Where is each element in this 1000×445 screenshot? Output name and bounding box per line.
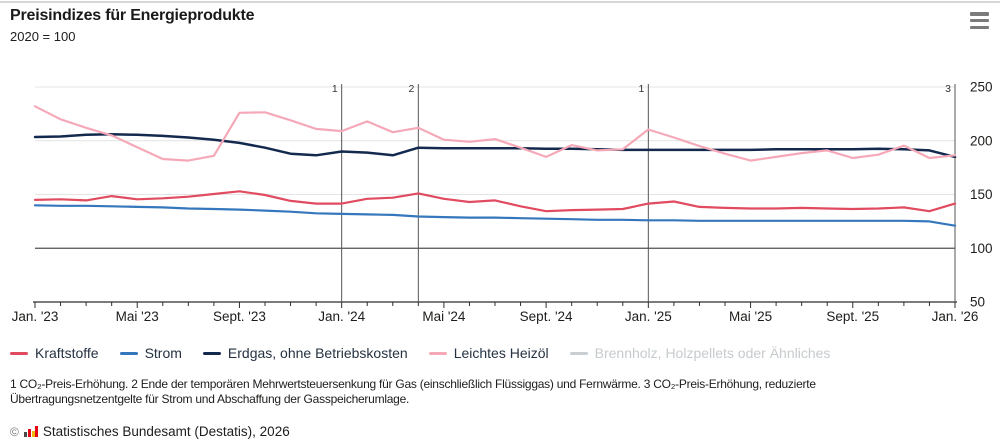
annotation-label-3: 3 (945, 83, 951, 95)
menu-bar (970, 25, 989, 29)
x-tick-label-jan-23: Jan. '23 (12, 309, 59, 324)
legend-swatch-erdgas-ohne-betriebskosten (202, 351, 221, 355)
y-tick-label-250: 250 (970, 80, 993, 95)
annotation-label-2: 2 (408, 83, 414, 95)
x-tick-label-mai-23: Mai '23 (116, 309, 159, 324)
page-subtitle: 2020 = 100 (10, 29, 76, 44)
destatis-bars-logo-icon (23, 425, 38, 438)
menu-bar (970, 18, 989, 23)
legend-label: Kraftstoffe (35, 345, 99, 361)
line-chart: 250 200 150 100 50 Jan. '23 Mai '23 Sept. '23 Ja… (12, 80, 993, 325)
menu-bar (970, 12, 989, 16)
x-tick-label-mai-25: Mai '25 (729, 309, 772, 324)
legend-item-erdgas-ohne-betriebskosten[interactable]: Erdgas, ohne Betriebskosten (202, 345, 408, 361)
copyright-symbol: © (10, 424, 19, 439)
x-tick-label-jan-26: Jan. '26 (932, 309, 979, 324)
legend-label: Leichtes Heizöl (453, 345, 549, 361)
series-line-leichtes-heiz-l[interactable] (33, 105, 957, 162)
x-tick-label-sept-23: Sept. '23 (213, 309, 266, 324)
y-tick-label-100: 100 (970, 241, 993, 256)
legend-label: Erdgas, ohne Betriebskosten (227, 345, 408, 361)
footnote-line-2: Übertragungsnetzentgelte für Strom und A… (10, 392, 410, 406)
legend-item-brennholz-holzpellets-oder-hnliches[interactable]: Brennholz, Holzpellets oder Ähnliches (569, 345, 831, 361)
footnotes: 1 CO₂-Preis-Erhöhung. 2 Ende der temporä… (10, 377, 990, 407)
x-tick-label-sept-25: Sept. '25 (826, 309, 879, 324)
page-title: Preisindizes für Energieprodukte (10, 7, 255, 24)
x-tick-label-jan-24: Jan. '24 (318, 309, 365, 324)
series-line-strom[interactable] (33, 204, 957, 227)
legend-swatch-strom (119, 351, 138, 355)
top-divider (0, 1, 1000, 3)
legend-label: Strom (144, 345, 182, 361)
x-tick-label-sept-24: Sept. '24 (520, 309, 573, 324)
y-tick-label-150: 150 (970, 187, 993, 202)
annotation-label-1: 1 (332, 83, 338, 95)
legend-swatch-leichtes-heiz-l (428, 351, 447, 355)
legend-item-leichtes-heiz-l[interactable]: Leichtes Heizöl (428, 345, 549, 361)
chart-legend: Kraftstoffe Strom Erdgas, ohne Betriebskos… (10, 345, 830, 361)
source-line: © Statistisches Bundesamt (Destatis), 20… (10, 424, 290, 439)
legend-item-kraftstoffe[interactable]: Kraftstoffe (10, 345, 99, 361)
source-label: Statistisches Bundesamt (Destatis), 2026 (42, 424, 290, 439)
legend-swatch-brennholz-holzpellets-oder-hnliches (569, 351, 588, 355)
legend-item-strom[interactable]: Strom (119, 345, 182, 361)
chart-header: Preisindizes für Energieprodukte 2020 = … (10, 7, 255, 44)
x-tick-label-mai-24: Mai '24 (422, 309, 466, 324)
hamburger-menu-icon[interactable] (970, 12, 990, 29)
series-line-kraftstoffe[interactable] (33, 190, 957, 213)
y-tick-label-50: 50 (970, 295, 985, 310)
x-tick-label-jan-25: Jan. '25 (625, 309, 672, 324)
annotation-label-1: 1 (638, 83, 644, 95)
legend-swatch-kraftstoffe (10, 351, 28, 355)
y-tick-label-200: 200 (970, 133, 993, 148)
legend-label: Brennholz, Holzpellets oder Ähnliches (594, 345, 831, 361)
footnote-line-1: 1 CO₂-Preis-Erhöhung. 2 Ende der temporä… (10, 377, 816, 391)
series-line-erdgas-ohne-betriebskosten[interactable] (33, 133, 957, 159)
